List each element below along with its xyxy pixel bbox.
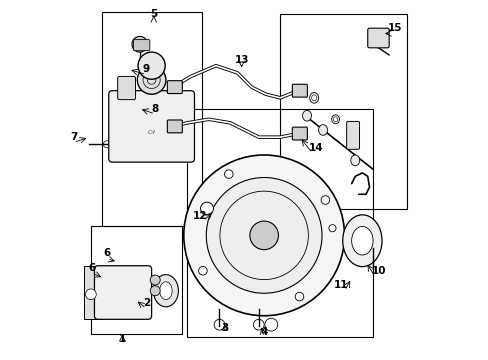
FancyBboxPatch shape [292,84,307,97]
Text: 15: 15 [386,23,401,33]
Circle shape [328,225,335,232]
Ellipse shape [351,226,372,255]
Text: 2: 2 [142,298,150,308]
Ellipse shape [331,115,339,124]
Ellipse shape [318,125,327,135]
Ellipse shape [311,95,316,101]
FancyBboxPatch shape [167,120,182,133]
Bar [91,226,182,334]
Text: C4: C4 [147,130,156,135]
Text: 13: 13 [234,55,248,65]
Circle shape [200,202,213,215]
Text: 7: 7 [70,132,77,142]
Ellipse shape [160,282,172,300]
Text: 1: 1 [119,334,126,344]
Circle shape [150,286,160,296]
Circle shape [183,155,344,316]
Ellipse shape [342,215,381,267]
FancyBboxPatch shape [367,28,388,48]
Circle shape [224,170,233,179]
Circle shape [253,319,264,330]
Text: 3: 3 [221,323,228,333]
Ellipse shape [333,117,337,122]
Circle shape [103,141,110,148]
Circle shape [206,177,322,293]
FancyBboxPatch shape [133,40,149,51]
Circle shape [214,319,224,330]
Ellipse shape [302,111,311,121]
Text: 5: 5 [150,9,157,19]
FancyBboxPatch shape [108,91,194,162]
Text: 4: 4 [260,327,267,337]
Text: 11: 11 [333,280,347,291]
Circle shape [138,52,165,79]
Circle shape [198,266,207,275]
Circle shape [137,66,165,94]
Circle shape [321,196,329,204]
Circle shape [295,292,303,301]
Text: 14: 14 [308,143,323,153]
Circle shape [249,221,278,249]
FancyBboxPatch shape [94,266,151,319]
Ellipse shape [350,155,359,166]
FancyBboxPatch shape [292,127,307,140]
Text: 12: 12 [192,211,206,221]
Text: 8: 8 [151,104,159,113]
Circle shape [85,289,96,300]
FancyBboxPatch shape [118,76,135,100]
Circle shape [150,275,160,285]
Bar [83,266,102,319]
Bar [280,14,406,208]
Bar [102,12,201,226]
Text: 6: 6 [88,262,95,273]
Text: 10: 10 [370,266,385,276]
Ellipse shape [309,93,318,103]
Circle shape [132,36,147,52]
Bar [187,109,372,337]
Ellipse shape [153,275,178,307]
Circle shape [264,318,277,331]
FancyBboxPatch shape [167,81,182,94]
Text: 6: 6 [103,248,110,258]
Text: 9: 9 [142,64,149,74]
FancyBboxPatch shape [346,121,359,149]
